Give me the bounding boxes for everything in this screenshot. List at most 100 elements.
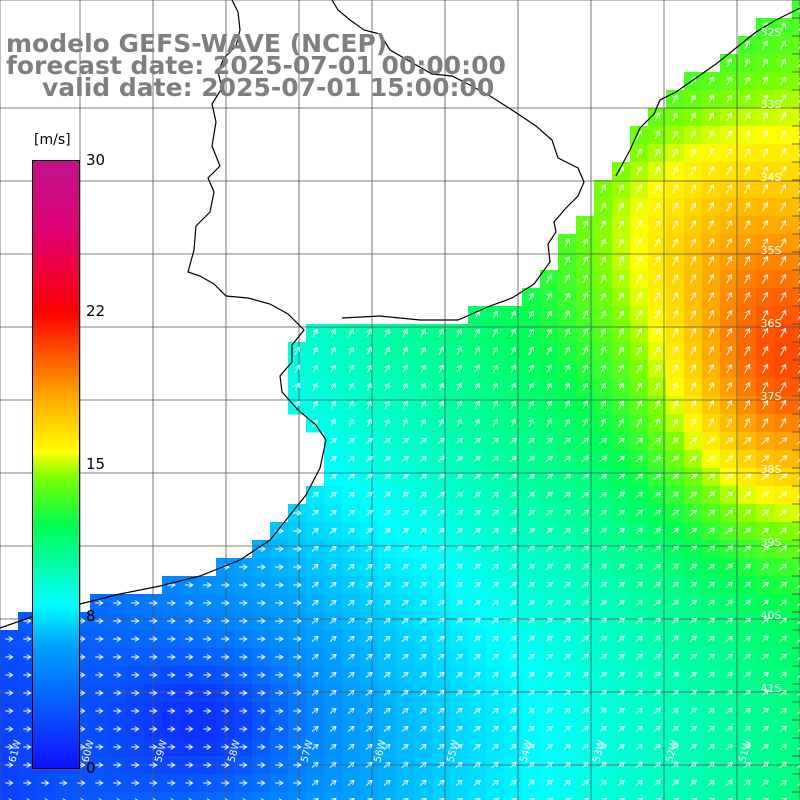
wind-arrow <box>509 761 517 769</box>
wind-arrow <box>600 328 606 338</box>
wind-arrow <box>708 237 715 248</box>
wind-arrow <box>221 726 230 732</box>
wind-arrow <box>545 671 553 679</box>
wind-arrow <box>707 653 715 661</box>
wind-arrow <box>635 509 644 517</box>
wind-arrow <box>311 671 319 678</box>
latitude-label: 39S <box>761 536 782 549</box>
wind-arrow <box>762 327 769 338</box>
wind-arrow <box>582 310 588 320</box>
wind-arrow <box>635 653 643 661</box>
wind-arrow <box>599 653 607 661</box>
wind-arrow <box>689 635 697 643</box>
wind-arrow <box>293 618 302 624</box>
wind-arrow <box>600 364 606 374</box>
wind-arrow <box>617 617 625 625</box>
wind-arrow <box>455 761 463 768</box>
wind-arrow <box>797 690 800 697</box>
wind-arrow <box>5 690 14 696</box>
wind-arrow <box>545 581 553 589</box>
wind-arrow <box>690 327 697 338</box>
wind-arrow <box>780 94 786 104</box>
wind-arrow <box>401 635 409 642</box>
wind-arrow <box>347 545 355 552</box>
wind-arrow <box>780 166 787 176</box>
wind-arrow <box>491 509 499 517</box>
wind-arrow <box>653 599 661 607</box>
wind-arrow <box>653 635 661 643</box>
wind-arrow <box>671 779 679 787</box>
wind-arrow <box>275 780 284 786</box>
wind-arrow <box>617 707 625 715</box>
wind-arrow <box>707 527 716 535</box>
wind-arrow <box>636 220 643 230</box>
wind-arrow <box>383 761 391 768</box>
wind-arrow <box>671 509 680 517</box>
wind-arrow <box>329 581 337 588</box>
wind-arrow <box>780 40 786 50</box>
wind-arrow <box>456 400 462 410</box>
wind-arrow <box>762 399 769 410</box>
wind-arrow <box>366 328 372 337</box>
wind-arrow <box>383 581 391 588</box>
wind-arrow <box>761 761 770 769</box>
wind-speed-cell <box>540 792 559 800</box>
wind-arrow <box>257 780 266 786</box>
wind-arrow <box>329 509 337 517</box>
wind-arrow <box>527 635 535 643</box>
wind-arrow <box>798 419 800 428</box>
wind-arrow <box>510 382 516 392</box>
wind-speed-cell <box>792 540 800 559</box>
wind-arrow <box>563 563 571 571</box>
wind-arrow <box>185 690 194 696</box>
wind-speed-cell <box>792 288 800 307</box>
wind-arrow <box>582 382 588 392</box>
wind-arrow <box>778 437 788 445</box>
wind-arrow <box>203 600 212 606</box>
wind-arrow <box>401 707 409 714</box>
wind-arrow <box>527 653 535 661</box>
wind-speed-cell <box>792 324 800 343</box>
wind-arrow <box>635 689 643 697</box>
wind-arrow <box>563 707 571 715</box>
wind-arrow <box>581 455 590 463</box>
wind-arrow <box>726 130 733 140</box>
wind-arrow <box>654 256 661 266</box>
wind-arrow <box>618 274 624 284</box>
wind-speed-cell <box>792 558 800 577</box>
wind-arrow <box>329 725 337 732</box>
wind-arrow <box>167 600 176 606</box>
wind-arrow <box>635 545 644 553</box>
wind-arrow <box>365 545 373 553</box>
wind-arrow <box>618 328 624 338</box>
wind-arrow <box>636 238 643 248</box>
wind-arrow <box>708 130 714 140</box>
wind-arrow <box>690 219 697 230</box>
wind-arrow <box>725 725 733 733</box>
wind-arrow <box>689 509 698 517</box>
wind-speed-cell <box>576 792 595 800</box>
wind-arrow <box>600 382 606 392</box>
wind-arrow <box>437 671 445 678</box>
wind-arrow <box>582 346 588 356</box>
wind-arrow <box>743 743 751 751</box>
wind-speed-cell <box>792 594 800 613</box>
wind-arrow <box>384 346 390 356</box>
wind-arrow <box>419 761 427 768</box>
wind-arrow <box>527 473 535 481</box>
wind-arrow <box>780 148 787 158</box>
wind-arrow <box>528 292 534 302</box>
wind-arrow <box>707 689 715 697</box>
latitude-label: 41S <box>761 682 782 695</box>
wind-arrow <box>601 797 607 800</box>
wind-arrow <box>780 273 787 284</box>
wind-arrow <box>23 762 32 768</box>
wind-arrow <box>312 382 318 391</box>
wind-arrow <box>671 707 679 715</box>
wind-arrow <box>743 545 752 553</box>
wind-arrow <box>457 797 463 800</box>
wind-arrow <box>293 762 302 768</box>
wind-arrow <box>131 600 140 606</box>
wind-arrow <box>744 381 751 392</box>
latitude-label: 36S <box>761 317 782 330</box>
